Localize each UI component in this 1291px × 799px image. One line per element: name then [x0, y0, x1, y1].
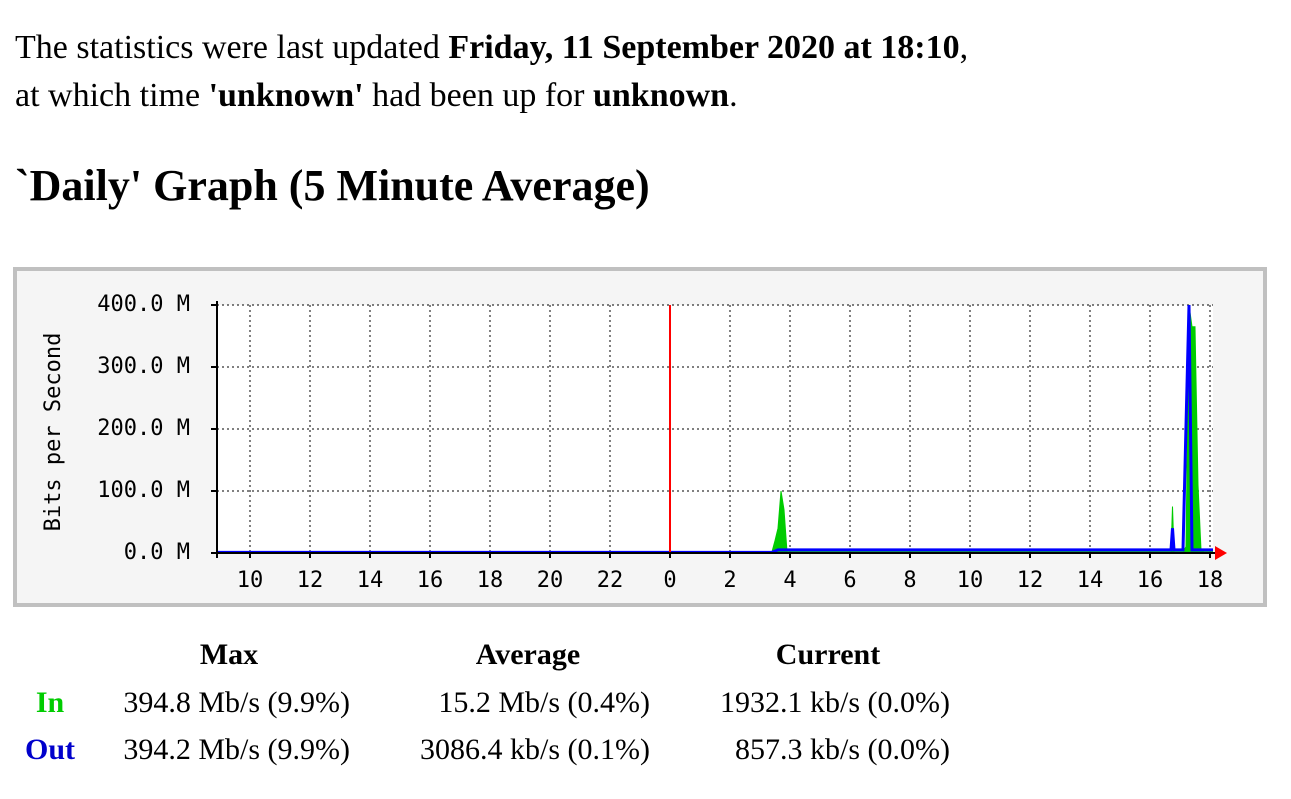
table-cell: 1932.1 kb/s (0.0%)	[720, 686, 950, 719]
table-cell: 3086.4 kb/s (0.1%)	[420, 733, 650, 766]
status-line: The statistics were last updated Friday,…	[15, 29, 968, 66]
y-tick-label: 100.0 M	[97, 478, 190, 503]
x-tick-label: 10	[237, 568, 264, 593]
x-tick-label: 18	[1197, 568, 1224, 593]
row-label: In	[36, 686, 65, 719]
area	[217, 304, 1213, 553]
x-tick-label: 14	[357, 568, 384, 593]
x-tick-label: 18	[477, 568, 504, 593]
x-tick-label: 12	[297, 568, 324, 593]
table-cell: 394.2 Mb/s (9.9%)	[123, 733, 350, 766]
y-axis-label: Bits per Second	[41, 333, 66, 532]
x-tick-label: 22	[597, 568, 624, 593]
graph-heading: `Daily' Graph (5 Minute Average)	[15, 161, 650, 210]
y-tick-label: 300.0 M	[97, 354, 190, 379]
text: at which time	[15, 77, 200, 114]
x-tick-label: 20	[537, 568, 564, 593]
text: .	[729, 77, 738, 114]
table-cell: 394.8 Mb/s (9.9%)	[123, 686, 350, 719]
x-tick-label: 0	[663, 568, 676, 593]
x-tick-label: 8	[903, 568, 916, 593]
x-tick-label: 16	[1137, 568, 1164, 593]
y-tick-label: 200.0 M	[97, 416, 190, 441]
text: had been up for	[372, 77, 585, 114]
bold-text: 'unknown'	[209, 77, 364, 114]
bold-text: unknown	[593, 77, 729, 114]
line	[217, 304, 1213, 554]
status-line: at which time 'unknown' had been up for …	[15, 77, 738, 114]
x-tick-label: 2	[723, 568, 736, 593]
column-header: Max	[200, 638, 258, 671]
x-tick-label: 12	[1017, 568, 1044, 593]
table-cell: 857.3 kb/s (0.0%)	[735, 733, 950, 766]
axis-arrow	[1215, 546, 1227, 560]
x-tick-label: 16	[417, 568, 444, 593]
x-tick-label: 10	[957, 568, 984, 593]
column-header: Average	[476, 638, 580, 671]
x-tick-label: 6	[843, 568, 856, 593]
x-tick-label: 4	[783, 568, 796, 593]
column-header: Current	[776, 638, 880, 671]
bold-text: Friday, 11 September 2020 at 18:10	[448, 29, 959, 66]
x-tick-label: 14	[1077, 568, 1104, 593]
text: ,	[960, 29, 969, 66]
y-tick-label: 400.0 M	[97, 292, 190, 317]
text: The statistics were last updated	[15, 29, 440, 66]
row-label: Out	[25, 733, 75, 766]
table-cell: 15.2 Mb/s (0.4%)	[438, 686, 650, 719]
y-tick-label: 0.0 M	[124, 540, 190, 565]
